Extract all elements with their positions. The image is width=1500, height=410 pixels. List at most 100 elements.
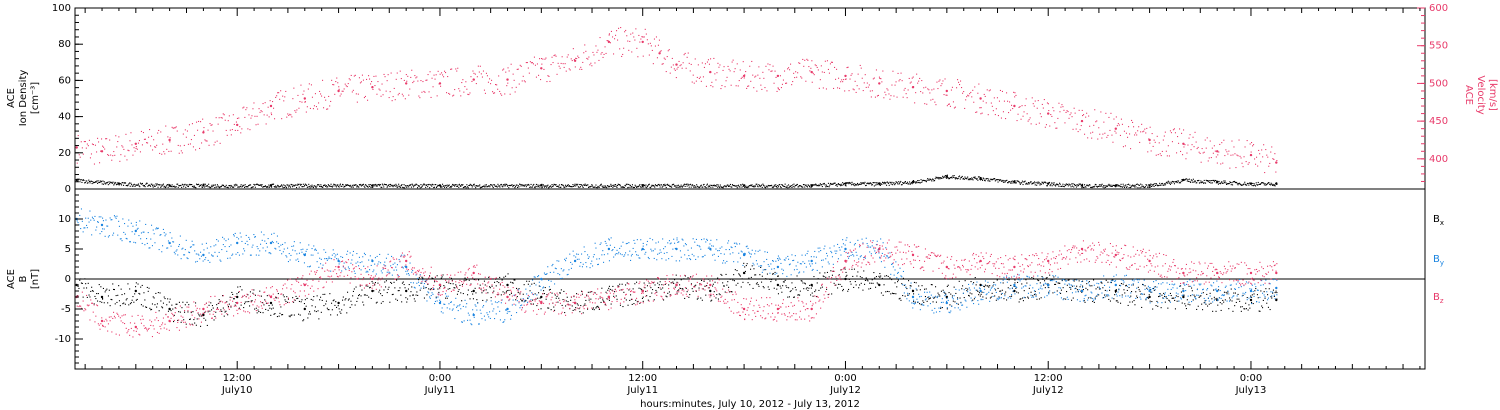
- density-sample-dot: [800, 185, 802, 187]
- density-sample-dot: [907, 183, 909, 185]
- by-sample-dot: [300, 249, 302, 251]
- velocity-sample-dot: [404, 98, 406, 100]
- bx-sample-dot: [1129, 301, 1131, 303]
- density-sample-dot: [600, 183, 602, 185]
- density-sample-dot: [934, 178, 936, 180]
- velocity-sample-dot: [1042, 107, 1044, 109]
- density-sample-dot: [506, 184, 508, 186]
- density-sample-dot: [454, 184, 456, 186]
- bx-sample-dot: [369, 287, 371, 289]
- velocity-sample-dot: [392, 96, 394, 98]
- velocity-sample-dot: [566, 56, 568, 58]
- by-sample-dot: [142, 231, 144, 233]
- bx-sample-dot: [747, 282, 749, 284]
- bx-sample-dot: [393, 281, 395, 283]
- velocity-sample-dot: [807, 59, 809, 61]
- density-sample-dot: [290, 183, 292, 185]
- velocity-sample-dot: [567, 54, 569, 56]
- bx-sample-dot: [472, 298, 474, 300]
- density-sample-dot: [740, 184, 742, 186]
- density-sample-dot: [1226, 183, 1228, 185]
- density-sample-dot: [1121, 186, 1123, 188]
- velocity-tick-label: 550: [1429, 41, 1448, 52]
- density-sample-dot: [600, 184, 602, 186]
- velocity-sample-dot: [208, 144, 210, 146]
- density-sample-dot: [810, 184, 812, 186]
- velocity-sample-dot: [856, 85, 858, 87]
- density-sample-dot: [1273, 185, 1275, 187]
- velocity-sample-dot: [367, 99, 369, 101]
- velocity-sample-dot: [573, 59, 575, 61]
- density-sample-dot: [580, 184, 582, 186]
- density-sample-dot: [325, 185, 327, 187]
- by-sample-dot: [97, 221, 99, 223]
- velocity-sample-dot: [1006, 92, 1008, 94]
- bx-sample-dot: [1160, 307, 1162, 309]
- by-sample-dot: [165, 233, 167, 235]
- velocity-sample-dot: [975, 111, 977, 113]
- velocity-sample-dot: [968, 95, 970, 97]
- density-sample-dot: [1140, 183, 1142, 185]
- velocity-sample-dot: [1177, 136, 1179, 138]
- density-sample-dot: [276, 186, 278, 188]
- density-sample-dot: [984, 180, 986, 182]
- bx-sample-dot: [733, 274, 735, 276]
- velocity-sample-dot: [1270, 151, 1272, 153]
- density-sample-dot: [537, 184, 539, 186]
- velocity-sample-dot: [669, 72, 671, 74]
- bx-sample-dot: [1120, 283, 1122, 285]
- bx-sample-dot: [383, 289, 385, 291]
- velocity-sample-dot: [771, 70, 773, 72]
- bx-sample-dot: [890, 293, 892, 295]
- density-sample-dot: [856, 183, 858, 185]
- density-sample-dot: [992, 178, 994, 180]
- velocity-sample-dot: [731, 61, 733, 63]
- density-sample-dot: [560, 186, 562, 188]
- density-sample-dot: [561, 184, 563, 186]
- bx-sample-dot: [180, 321, 182, 323]
- density-sample-dot: [790, 186, 792, 188]
- velocity-sample-dot: [941, 83, 943, 85]
- density-sample-dot: [1180, 182, 1182, 184]
- velocity-sample-dot: [715, 79, 717, 81]
- density-sample-dot: [324, 184, 326, 186]
- density-sample-dot: [510, 184, 512, 186]
- bx-sample-dot: [798, 294, 800, 296]
- bx-sample-dot: [668, 284, 670, 286]
- velocity-sample-dot: [1031, 97, 1033, 99]
- velocity-sample-dot: [705, 85, 707, 87]
- velocity-sample-dot: [1087, 137, 1089, 139]
- velocity-sample-dot: [402, 95, 404, 97]
- velocity-sample-dot: [752, 74, 754, 76]
- velocity-sample-dot: [671, 57, 673, 59]
- bx-sample-dot: [732, 279, 734, 281]
- velocity-sample-dot: [677, 66, 679, 68]
- velocity-sample-dot: [571, 60, 573, 62]
- density-sample-dot: [675, 186, 677, 188]
- by-sample-dot: [217, 240, 219, 242]
- velocity-sample-dot: [757, 74, 759, 76]
- velocity-sample-dot: [754, 76, 756, 78]
- by-point: [1249, 289, 1253, 293]
- bx-sample-dot: [842, 288, 844, 290]
- density-sample-dot: [364, 186, 366, 188]
- velocity-sample-dot: [978, 83, 980, 85]
- bx-sample-dot: [173, 321, 175, 323]
- density-sample-dot: [588, 186, 590, 188]
- bx-sample-dot: [1144, 285, 1146, 287]
- density-sample-dot: [262, 186, 264, 188]
- bx-sample-dot: [123, 302, 125, 304]
- density-sample-dot: [141, 182, 143, 184]
- velocity-sample-dot: [569, 69, 571, 71]
- velocity-sample-dot: [511, 87, 513, 89]
- bx-sample-dot: [543, 293, 545, 295]
- density-sample-dot: [465, 187, 467, 189]
- velocity-sample-dot: [784, 70, 786, 72]
- density-sample-dot: [540, 184, 542, 186]
- velocity-sample-dot: [600, 53, 602, 55]
- velocity-sample-dot: [427, 74, 429, 76]
- density-sample-dot: [765, 185, 767, 187]
- density-sample-dot: [1216, 180, 1218, 182]
- density-sample-dot: [578, 186, 580, 188]
